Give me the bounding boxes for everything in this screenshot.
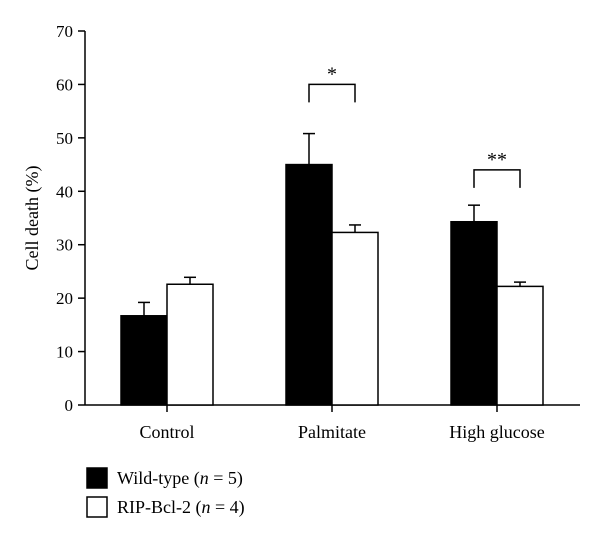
x-tick-label-high-glucose: High glucose	[449, 422, 544, 442]
bar-wild-type-1	[285, 163, 333, 406]
legend-label-1: RIP-Bcl-2 (n = 4)	[117, 497, 245, 518]
error-bars	[138, 132, 526, 316]
legend-series-name: RIP-Bcl-2 (	[117, 497, 202, 518]
significance-label-0: *	[327, 63, 337, 85]
legend-label-0: Wild-type (n = 5)	[117, 468, 243, 489]
y-tick-label-70: 70	[56, 22, 73, 41]
significance-bracket-0	[308, 83, 356, 103]
bar-rip-bcl-2-1	[331, 231, 379, 406]
bar-rip-bcl-2-2	[496, 285, 544, 406]
bars	[120, 163, 544, 406]
legend: Wild-type (n = 5)RIP-Bcl-2 (n = 4)	[86, 467, 245, 518]
bar-wild-type-0	[120, 315, 168, 406]
y-axis-title: Cell death (%)	[22, 166, 43, 271]
legend-n-symbol: n	[200, 468, 209, 488]
y-tick-label-30: 30	[56, 236, 73, 255]
legend-n-symbol: n	[202, 497, 211, 517]
significance-bracket-1	[473, 169, 521, 188]
bar-wild-type-2	[450, 220, 498, 406]
x-axis: Control Palmitate High glucose	[85, 404, 580, 442]
legend-swatch-1	[86, 496, 108, 518]
significance-label-1: **	[487, 149, 507, 171]
y-tick-label-60: 60	[56, 75, 73, 94]
significance-markers: ***	[308, 63, 521, 188]
y-tick-label-20: 20	[56, 289, 73, 308]
y-axis: 0 10 20 30 40 50 60 70	[56, 22, 86, 415]
legend-swatch-0	[86, 467, 108, 489]
x-tick-label-control: Control	[139, 422, 194, 442]
legend-n-value: = 5)	[209, 468, 243, 489]
legend-series-name: Wild-type (	[117, 468, 200, 489]
x-tick-label-palmitate: Palmitate	[298, 422, 366, 442]
y-tick-label-50: 50	[56, 129, 73, 148]
y-tick-label-40: 40	[56, 182, 73, 201]
bar-rip-bcl-2-0	[166, 283, 214, 406]
legend-n-value: = 4)	[211, 497, 245, 518]
y-tick-label-10: 10	[56, 343, 73, 362]
y-tick-label-0: 0	[65, 396, 74, 415]
